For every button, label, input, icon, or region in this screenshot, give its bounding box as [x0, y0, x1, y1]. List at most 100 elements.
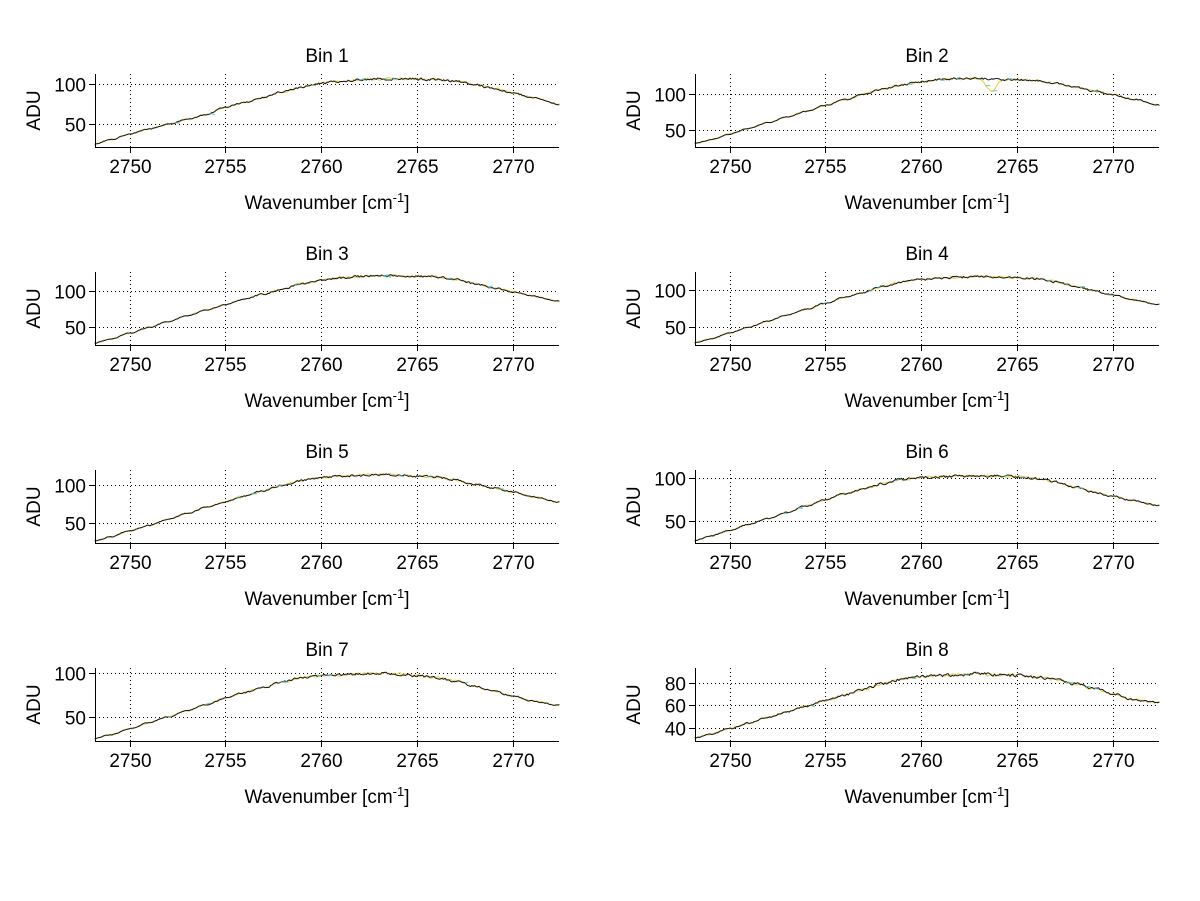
subplot-title: Bin 5	[305, 442, 348, 463]
x-axis-label-exponent: -1	[993, 388, 1005, 403]
series-residual-fleck	[894, 479, 900, 482]
subplot-bin-4: Bin 4 2750 2755 2760 2765 2770 50 100 ADU Wavenum…	[600, 240, 1200, 438]
x-axis-label-exponent: -1	[993, 784, 1005, 799]
y-tick-label: 50	[65, 515, 86, 536]
series-measured	[694, 76, 1160, 144]
series-residual-fleck	[1066, 681, 1072, 684]
x-axis-label-close: ]	[1004, 193, 1009, 214]
x-tick-label: 2755	[804, 157, 846, 178]
x-axis-label: Wavenumber [cm-1]	[244, 586, 409, 610]
x-axis-label-main: Wavenumber [cm	[244, 391, 392, 412]
series-residual-fleck	[398, 474, 404, 478]
x-tick-label: 2760	[900, 157, 942, 178]
x-axis-label-exponent: -1	[993, 190, 1005, 205]
subplot-bin-7: Bin 7 2750 2755 2760 2765 2770 50 100 ADU Wavenum…	[0, 636, 600, 834]
series-residual-fleck	[1020, 476, 1026, 479]
y-tick-label: 100	[654, 86, 686, 107]
series-residual-fleck	[1109, 294, 1115, 297]
series-residual-fleck	[383, 78, 389, 80]
y-tick-label: 50	[65, 319, 86, 340]
x-tick-label: 2750	[109, 751, 151, 772]
series-residual-fleck	[277, 484, 283, 487]
series-measured	[94, 473, 560, 542]
x-tick-label: 2760	[900, 355, 942, 376]
series-residual-fleck	[294, 284, 300, 286]
series-residual-fleck	[810, 704, 816, 708]
x-tick-label: 2755	[204, 553, 246, 574]
y-tick-label: 60	[665, 697, 686, 718]
series-residual-fleck	[210, 113, 216, 116]
series-residual-fleck	[1080, 286, 1085, 288]
series-model	[694, 275, 1160, 344]
x-tick-label: 2750	[709, 553, 751, 574]
x-tick-label: 2760	[300, 751, 342, 772]
x-tick-label: 2765	[396, 553, 438, 574]
x-tick-label: 2770	[1092, 751, 1134, 772]
y-tick-label: 50	[665, 122, 686, 143]
x-tick-label: 2770	[492, 553, 534, 574]
x-tick-label: 2755	[804, 553, 846, 574]
x-axis-label: Wavenumber [cm-1]	[844, 190, 1009, 214]
y-axis-label: ADU	[624, 486, 645, 526]
y-tick-label: 100	[54, 477, 86, 498]
x-tick-label: 2755	[804, 355, 846, 376]
x-tick-label: 2750	[109, 355, 151, 376]
series-residual-fleck	[1007, 78, 1013, 81]
series-residual-fleck	[174, 122, 180, 124]
x-axis-label-close: ]	[404, 193, 409, 214]
series-residual-fleck	[964, 674, 970, 676]
x-axis-label: Wavenumber [cm-1]	[844, 388, 1009, 412]
series-measured	[694, 275, 1160, 344]
x-tick-label: 2770	[492, 355, 534, 376]
series-measured	[94, 671, 560, 740]
x-axis-label-exponent: -1	[993, 586, 1005, 601]
series-residual-fleck	[868, 289, 874, 292]
series-residual-fleck	[205, 702, 210, 705]
x-tick-label: 2765	[396, 751, 438, 772]
x-tick-label: 2760	[900, 751, 942, 772]
series-measured	[694, 474, 1160, 542]
x-tick-label: 2760	[900, 553, 942, 574]
x-axis-label-main: Wavenumber [cm	[844, 193, 992, 214]
series-model	[694, 77, 1160, 144]
x-tick-label: 2770	[1092, 157, 1134, 178]
series-model	[694, 671, 1160, 739]
subplot-bin-2: Bin 2 2750 2755 2760 2765 2770 50 100 ADU Wavenum…	[600, 42, 1200, 240]
series-residual-fleck	[488, 286, 494, 290]
x-axis-label: Wavenumber [cm-1]	[844, 586, 1009, 610]
y-tick-label: 100	[54, 665, 86, 686]
x-tick-label: 2770	[1092, 355, 1134, 376]
x-tick-label: 2765	[396, 355, 438, 376]
x-axis-label-close: ]	[1004, 787, 1009, 808]
subplot-title: Bin 2	[905, 46, 948, 67]
y-tick-label: 80	[665, 675, 686, 696]
x-axis-label-main: Wavenumber [cm	[244, 787, 392, 808]
x-tick-label: 2760	[300, 355, 342, 376]
subplot-bin-8: Bin 8 2750 2755 2760 2765 2770 40 60 80 ADU Wavenu…	[600, 636, 1200, 834]
x-tick-label: 2750	[109, 157, 151, 178]
subplot-title: Bin 3	[305, 244, 348, 265]
series-residual-fleck	[911, 677, 917, 680]
x-axis-label: Wavenumber [cm-1]	[244, 388, 409, 412]
y-tick-label: 50	[65, 116, 86, 137]
x-tick-label: 2755	[204, 355, 246, 376]
series-residual-fleck	[463, 681, 469, 684]
x-tick-label: 2770	[1092, 553, 1134, 574]
x-axis-label-main: Wavenumber [cm	[844, 589, 992, 610]
subplot-title: Bin 8	[905, 640, 948, 661]
subplot-title: Bin 4	[905, 244, 949, 265]
series-model	[94, 473, 560, 542]
x-tick-label: 2765	[996, 751, 1038, 772]
y-axis-label: ADU	[624, 90, 645, 130]
series-residual-fleck	[1085, 685, 1091, 688]
x-tick-label: 2765	[396, 157, 438, 178]
series-model	[94, 77, 560, 145]
x-axis-label-close: ]	[404, 589, 409, 610]
subplot-bin-3: Bin 3 2750 2755 2760 2765 2770 50 100 ADU Wavenum…	[0, 240, 600, 438]
series-residual-fleck	[426, 475, 432, 477]
series-measured	[694, 671, 1160, 739]
y-axis-label: ADU	[24, 90, 45, 130]
x-tick-label: 2750	[709, 751, 751, 772]
x-tick-label: 2765	[996, 355, 1038, 376]
x-tick-label: 2770	[492, 157, 534, 178]
